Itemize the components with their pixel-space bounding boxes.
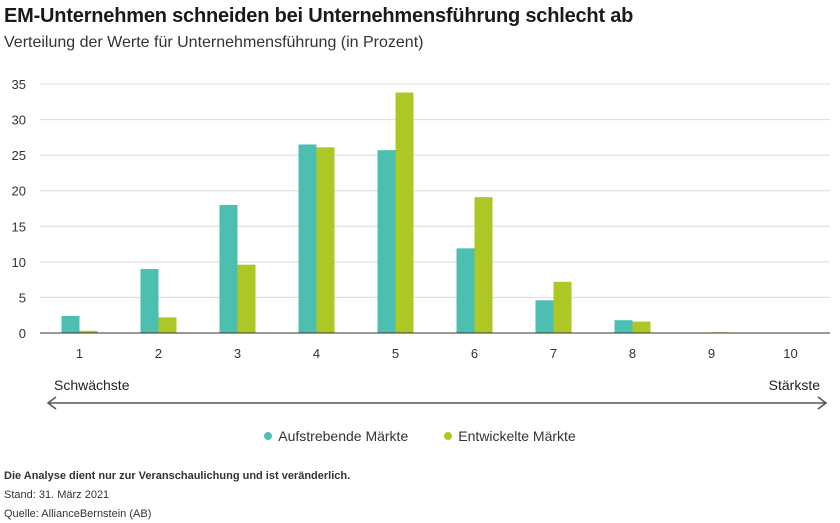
chart-subtitle: Verteilung der Werte für Unternehmensfüh… (4, 34, 424, 51)
chart-title: EM-Unternehmen schneiden bei Unternehmen… (4, 5, 634, 27)
arrow-left-icon (46, 396, 57, 410)
bar-chart: 0 5 10 15 20 25 30 35 1 2 3 4 5 6 7 8 9 10 (12, 77, 830, 410)
x-axis-ticks: 1 2 3 4 5 6 7 8 9 10 (76, 346, 798, 361)
bar-developed-1 (79, 330, 98, 333)
gridlines (40, 83, 830, 298)
x-tick-label: 9 (708, 346, 715, 361)
bar-emerging-5 (377, 150, 396, 333)
bar-emerging-6 (456, 248, 475, 333)
bar-emerging-3 (219, 204, 238, 333)
legend-item-emerging: Aufstrebende Märkte (264, 428, 408, 444)
y-tick-label: 0 (19, 326, 26, 341)
x-tick-label: 3 (234, 346, 241, 361)
y-tick-label: 25 (12, 148, 26, 163)
legend: Aufstrebende Märkte Entwickelte Märkte (0, 428, 840, 444)
bar-emerging-1 (61, 315, 80, 333)
x-tick-label: 8 (629, 346, 636, 361)
bar-emerging-2 (140, 268, 159, 333)
scale-arrow (46, 396, 828, 410)
x-tick-label: 10 (783, 346, 797, 361)
y-axis-ticks: 0 5 10 15 20 25 30 35 (12, 77, 26, 341)
source-note: Quelle: AllianceBernstein (AB) (4, 508, 152, 520)
x-tick-label: 1 (76, 346, 83, 361)
bar-developed-2 (158, 317, 177, 333)
x-tick-label: 6 (471, 346, 478, 361)
legend-dot-icon (264, 432, 273, 440)
date-note: Stand: 31. März 2021 (4, 489, 110, 501)
bar-emerging-8 (614, 320, 633, 333)
legend-label: Aufstrebende Märkte (278, 428, 409, 444)
y-tick-label: 20 (12, 184, 26, 199)
x-tick-label: 7 (550, 346, 557, 361)
legend-label: Entwickelte Märkte (458, 428, 576, 444)
arrow-right-icon (817, 396, 828, 410)
y-tick-label: 15 (12, 219, 26, 234)
y-tick-label: 10 (12, 255, 26, 270)
legend-dot-icon (444, 432, 453, 440)
scale-label-strongest: Stärkste (768, 377, 820, 393)
disclaimer-note: Die Analyse dient nur zur Veranschaulich… (4, 470, 351, 482)
bar-developed-5 (395, 92, 414, 333)
bar-emerging-4 (298, 144, 317, 333)
x-tick-label: 4 (313, 346, 320, 361)
y-tick-label: 5 (19, 290, 26, 305)
bars (61, 92, 730, 333)
bar-developed-4 (316, 147, 335, 333)
bar-developed-3 (237, 264, 256, 333)
bar-developed-7 (553, 281, 572, 333)
bar-emerging-7 (535, 300, 554, 333)
bar-developed-8 (632, 321, 651, 333)
y-tick-label: 35 (12, 77, 26, 92)
y-tick-label: 30 (12, 113, 26, 128)
legend-item-developed: Entwickelte Märkte (444, 428, 576, 444)
x-tick-label: 2 (155, 346, 162, 361)
x-tick-label: 5 (392, 346, 399, 361)
scale-label-weakest: Schwächste (54, 377, 130, 393)
bar-developed-6 (474, 197, 493, 333)
